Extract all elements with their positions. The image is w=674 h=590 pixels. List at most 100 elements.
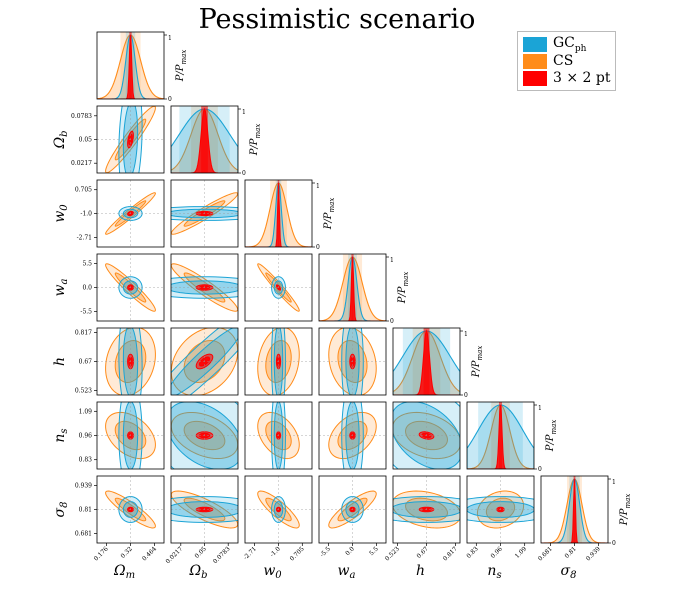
panel-frame-4-3 bbox=[318, 327, 387, 396]
panel-1-0 bbox=[97, 106, 164, 173]
panel-5-5 bbox=[467, 402, 534, 469]
legend-label-cs: CS bbox=[553, 53, 574, 69]
panel-frame-5-3 bbox=[318, 401, 387, 470]
panel-4-3 bbox=[319, 328, 386, 395]
marginal-band-6-2 bbox=[573, 476, 576, 543]
ytick-label-4-0: 0.523 bbox=[75, 387, 92, 394]
ytick-label-1-2: 0.0783 bbox=[71, 113, 92, 120]
panel-frame-3-2 bbox=[244, 253, 313, 322]
marginal-band-1-2 bbox=[201, 106, 208, 173]
panel-5-2 bbox=[245, 402, 312, 469]
xlabel-4: h bbox=[416, 563, 425, 579]
ytick-label-5-2: 1.09 bbox=[79, 408, 93, 415]
panel-frame-5-5 bbox=[466, 401, 535, 470]
panel-6-1 bbox=[171, 476, 238, 543]
xtick-label-1-1: 0.05 bbox=[194, 545, 209, 560]
panel-frame-2-1 bbox=[170, 179, 239, 248]
panel-frame-4-1 bbox=[170, 327, 239, 396]
panel-1-1 bbox=[171, 106, 238, 173]
ylabel-5: ns bbox=[52, 428, 70, 442]
panel-2-1 bbox=[171, 180, 238, 247]
xtick-label-1-0: 0.0217 bbox=[164, 545, 184, 565]
diag-ylabel-0: P/Pmax bbox=[175, 50, 188, 83]
diag-ytick-label-0: 0 bbox=[464, 392, 468, 399]
marginal-band-3-2 bbox=[351, 254, 354, 321]
panel-3-2 bbox=[245, 254, 312, 321]
marginal-band-2-2 bbox=[277, 180, 280, 247]
panel-frame-5-2 bbox=[244, 401, 313, 470]
panel-4-0 bbox=[97, 328, 164, 395]
xlabel-3: wa bbox=[338, 563, 356, 581]
xtick-label-5-1: 0.96 bbox=[490, 545, 505, 560]
xtick-label-3-2: 5.5 bbox=[368, 545, 380, 557]
ytick-label-2-0: -2.71 bbox=[77, 234, 92, 241]
panel-frame-0-0 bbox=[96, 31, 165, 100]
marginal-band-5-2 bbox=[499, 402, 502, 469]
diag-ylabel-4: P/Pmax bbox=[471, 346, 484, 379]
panel-2-2 bbox=[245, 180, 312, 247]
panel-frame-4-2 bbox=[244, 327, 313, 396]
diag-ytick-label-1: 1 bbox=[316, 183, 320, 190]
ytick-label-1-0: 0.0217 bbox=[71, 160, 92, 167]
ylabel-6: σ8 bbox=[52, 502, 70, 518]
panel-6-5 bbox=[467, 476, 534, 543]
ytick-label-1-1: 0.05 bbox=[79, 137, 93, 144]
panel-5-3 bbox=[319, 402, 386, 469]
panel-4-2 bbox=[245, 328, 312, 395]
panel-4-1 bbox=[171, 328, 238, 395]
ytick-label-6-0: 0.681 bbox=[75, 531, 92, 538]
panel-6-6 bbox=[541, 476, 608, 543]
xlabel-0: Ωm bbox=[113, 563, 135, 581]
panel-frame-5-1 bbox=[170, 401, 239, 470]
diag-ytick-label-1: 1 bbox=[390, 257, 394, 264]
panel-6-2 bbox=[245, 476, 312, 543]
xlabel-5: ns bbox=[487, 563, 501, 581]
ytick-label-3-1: 0.0 bbox=[82, 285, 92, 292]
panel-5-1 bbox=[171, 402, 238, 469]
panel-3-3 bbox=[319, 254, 386, 321]
panel-6-0 bbox=[97, 476, 164, 543]
ytick-label-4-2: 0.817 bbox=[75, 330, 92, 337]
panel-frame-3-1 bbox=[170, 253, 239, 322]
xtick-label-0-1: 0.32 bbox=[120, 545, 135, 560]
diag-ytick-label-1: 1 bbox=[612, 479, 616, 486]
panel-2-0 bbox=[97, 180, 164, 247]
xtick-label-6-2: 0.939 bbox=[585, 545, 602, 562]
diag-ytick-label-0: 0 bbox=[390, 318, 394, 325]
legend-entry-3x2pt: 3 × 2 pt bbox=[523, 70, 610, 86]
diag-ytick-label-0: 0 bbox=[538, 466, 542, 473]
panel-0-0 bbox=[97, 32, 164, 99]
diag-ytick-label-1: 1 bbox=[168, 35, 172, 42]
panel-frame-2-2 bbox=[244, 179, 313, 248]
xlabel-1: Ωb bbox=[188, 563, 207, 581]
panel-5-0 bbox=[97, 402, 164, 469]
diag-ytick-label-1: 1 bbox=[464, 331, 468, 338]
legend-swatch-3x2pt bbox=[523, 70, 547, 86]
xtick-label-2-0: -2.71 bbox=[242, 545, 258, 561]
xtick-label-2-1: -1.0 bbox=[269, 545, 282, 558]
legend-label-gcph: GCph bbox=[553, 34, 587, 54]
legend-swatch-gcph bbox=[523, 36, 547, 52]
diag-ytick-label-0: 0 bbox=[316, 244, 320, 251]
ytick-label-2-2: 0.705 bbox=[75, 187, 92, 194]
panel-5-4 bbox=[393, 402, 460, 469]
xlabel-6: σ8 bbox=[561, 563, 577, 581]
panel-frame-1-1 bbox=[170, 105, 239, 174]
xtick-label-2-2: 0.705 bbox=[289, 545, 306, 562]
legend-swatch-cs bbox=[523, 53, 547, 69]
diag-ylabel-6: P/Pmax bbox=[619, 494, 632, 527]
panel-frame-5-4 bbox=[392, 401, 461, 470]
xtick-label-4-1: 0.67 bbox=[416, 545, 431, 560]
diag-ytick-label-0: 0 bbox=[242, 170, 246, 177]
ytick-label-5-0: 0.83 bbox=[79, 457, 93, 464]
ytick-label-3-2: 5.5 bbox=[82, 261, 92, 268]
xtick-label-6-0: 0.681 bbox=[537, 545, 554, 562]
diag-ylabel-5: P/Pmax bbox=[545, 420, 558, 453]
xtick-label-6-1: 0.81 bbox=[564, 545, 578, 559]
panel-6-4 bbox=[393, 476, 460, 543]
legend: GCph CS 3 × 2 pt bbox=[517, 31, 616, 91]
diag-ylabel-1: P/Pmax bbox=[249, 124, 262, 157]
panel-6-3 bbox=[319, 476, 386, 543]
ylabel-2: w0 bbox=[52, 204, 70, 223]
